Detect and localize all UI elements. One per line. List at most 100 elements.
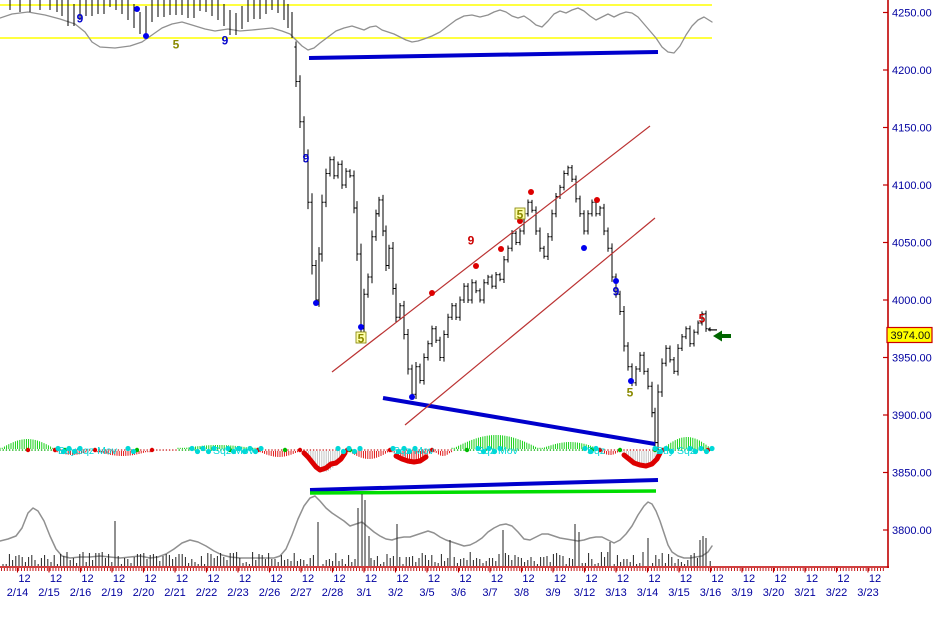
osc-red-dot xyxy=(297,447,303,453)
osc-centerline-dot xyxy=(12,449,14,451)
x-axis-hour-label: 12 xyxy=(333,573,345,585)
osc-cyan-dot xyxy=(230,448,237,455)
x-axis-date-label: 2/28 xyxy=(322,587,343,599)
y-axis-label: 3800.00 xyxy=(892,525,932,537)
mid-downtrend-blue-trendline xyxy=(382,396,656,446)
x-axis-hour-label: 12 xyxy=(522,573,534,585)
osc-centerline-dot xyxy=(556,449,558,451)
osc-centerline-dot xyxy=(181,449,184,451)
x-axis-date-label: 3/15 xyxy=(668,587,689,599)
osc-cyan-dot xyxy=(55,445,61,452)
blue-signal-dot xyxy=(313,300,319,306)
osc-centerline-dot xyxy=(5,449,8,451)
y-axis-label: 3850.00 xyxy=(892,468,932,480)
osc-red-dot xyxy=(429,447,435,453)
red-channel-upper-trendline xyxy=(331,125,651,373)
osc-centerline-dot xyxy=(223,449,225,451)
y-axis-label: 3900.00 xyxy=(892,410,932,422)
gray-bottom-curve xyxy=(0,495,713,559)
osc-centerline-dot xyxy=(504,449,507,451)
y-axis-label: 3950.00 xyxy=(892,353,932,365)
osc-centerline-dot xyxy=(274,449,277,451)
osc-cyan-dot xyxy=(698,445,704,452)
osc-cyan-dot xyxy=(258,445,264,452)
osc-centerline-dot xyxy=(143,449,145,451)
count-marker-box xyxy=(514,207,526,220)
x-axis-date-label: 3/23 xyxy=(857,587,878,599)
osc-cyan-dot xyxy=(189,445,195,452)
last-price-arrow-icon xyxy=(713,330,731,342)
osc-centerline-dot xyxy=(546,449,548,451)
osc-centerline-dot xyxy=(674,449,676,451)
osc-centerline-dot xyxy=(188,449,190,451)
osc-cyan-dot xyxy=(252,448,259,455)
squeeze-oscillator-band: BuySqz Mov Sqz Mov Sqz Mov Sqz Mov Sqz Buy Sq… xyxy=(0,435,715,473)
osc-centerline-dot xyxy=(268,449,270,451)
osc-centerline-dot xyxy=(306,449,309,451)
osc-centerline-dot xyxy=(178,449,180,451)
x-axis-hour-label: 12 xyxy=(459,573,471,585)
osc-centerline-dot xyxy=(120,449,123,451)
osc-cyan-dot xyxy=(652,445,658,452)
x-axis-date-label: 2/21 xyxy=(164,587,185,599)
osc-centerline-dot xyxy=(85,449,88,451)
red-signal-dot xyxy=(429,290,435,296)
osc-green-dot xyxy=(282,447,288,453)
osc-cyan-dot xyxy=(66,445,72,452)
osc-red-dot xyxy=(149,447,155,453)
blue-signal-dot xyxy=(358,324,364,330)
x-axis-hour-label: 12 xyxy=(144,573,156,585)
last-price-value: 3974.00 xyxy=(891,330,931,342)
blue-signal-dot xyxy=(409,394,415,400)
osc-centerline-dot xyxy=(607,449,609,451)
osc-cyan-dot xyxy=(346,445,352,452)
osc-centerline-dot xyxy=(108,449,110,451)
osc-centerline-dot xyxy=(421,449,424,451)
osc-centerline-dot xyxy=(575,449,577,451)
osc-centerline-dot xyxy=(447,449,449,451)
osc-cyan-dot xyxy=(77,445,83,452)
count-marker-label: 9 xyxy=(222,34,229,48)
osc-centerline-dot xyxy=(280,449,283,451)
osc-centerline-dot xyxy=(216,449,219,451)
x-axis-hour-label: 12 xyxy=(617,573,629,585)
osc-centerline-dot xyxy=(677,449,680,451)
x-axis-hour-label: 12 xyxy=(428,573,440,585)
osc-centerline-dot xyxy=(428,449,430,451)
osc-cyan-dot xyxy=(247,445,253,452)
osc-centerline-dot xyxy=(536,449,539,451)
osc-centerline-dot xyxy=(114,449,116,451)
x-axis-date-label: 2/22 xyxy=(196,587,217,599)
osc-cyan-dot xyxy=(480,448,487,455)
osc-cyan-dot xyxy=(692,448,699,455)
osc-centerline-dot xyxy=(626,449,628,451)
x-axis-date-label: 3/9 xyxy=(545,587,560,599)
osc-centerline-dot xyxy=(645,449,648,451)
osc-cyan-dot xyxy=(497,445,503,452)
x-axis-date-label: 3/6 xyxy=(451,587,466,599)
x-axis-date-label: 2/20 xyxy=(133,587,154,599)
y-axis-label: 4050.00 xyxy=(892,238,932,250)
osc-centerline-dot xyxy=(88,449,91,451)
blue-signal-dot xyxy=(613,278,619,284)
osc-centerline-dot xyxy=(220,449,222,451)
osc-centerline-dot xyxy=(629,449,632,451)
osc-centerline-dot xyxy=(325,449,328,451)
osc-red-dot xyxy=(92,447,98,453)
osc-centerline-dot xyxy=(552,449,555,451)
osc-centerline-dot xyxy=(514,449,516,451)
osc-centerline-dot xyxy=(424,449,427,451)
osc-centerline-dot xyxy=(540,449,542,451)
x-axis-date-label: 2/14 xyxy=(7,587,28,599)
osc-red-chain xyxy=(621,450,663,469)
osc-cyan-dot xyxy=(582,445,588,452)
count-marker-label: 5 xyxy=(627,386,634,400)
osc-cyan-dot xyxy=(401,445,407,452)
osc-centerline-dot xyxy=(472,449,475,451)
osc-centerline-dot xyxy=(316,449,318,451)
x-axis-date-label: 3/5 xyxy=(419,587,434,599)
osc-cyan-dot xyxy=(406,448,413,455)
osc-centerline-dot xyxy=(104,449,107,451)
osc-centerline-dot xyxy=(434,449,437,451)
